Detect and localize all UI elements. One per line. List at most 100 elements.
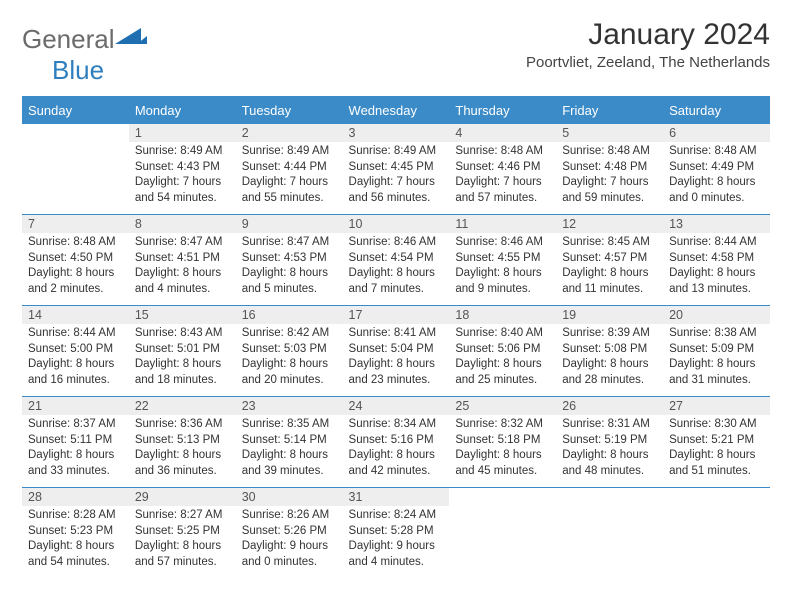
location-text: Poortvliet, Zeeland, The Netherlands [526, 54, 770, 71]
sunset-text: Sunset: 4:58 PM [669, 251, 764, 267]
daylight-text: Daylight: 8 hours and 36 minutes. [135, 448, 230, 479]
sunset-text: Sunset: 4:44 PM [242, 160, 337, 176]
day-number-cell: 8 [129, 215, 236, 234]
day-content-cell [556, 506, 663, 578]
daylight-text: Daylight: 7 hours and 57 minutes. [455, 175, 550, 206]
sunrise-text: Sunrise: 8:49 AM [135, 144, 230, 160]
day-content-cell: Sunrise: 8:32 AMSunset: 5:18 PMDaylight:… [449, 415, 556, 488]
sunset-text: Sunset: 5:21 PM [669, 433, 764, 449]
sunset-text: Sunset: 5:23 PM [28, 524, 123, 540]
day-content-row: Sunrise: 8:37 AMSunset: 5:11 PMDaylight:… [22, 415, 770, 488]
day-content-cell [449, 506, 556, 578]
day-number-row: 21222324252627 [22, 397, 770, 416]
day-number-cell: 16 [236, 306, 343, 325]
daylight-text: Daylight: 8 hours and 18 minutes. [135, 357, 230, 388]
day-number-cell: 23 [236, 397, 343, 416]
sunset-text: Sunset: 4:57 PM [562, 251, 657, 267]
day-number-cell: 22 [129, 397, 236, 416]
day-content-cell [663, 506, 770, 578]
day-content-cell: Sunrise: 8:30 AMSunset: 5:21 PMDaylight:… [663, 415, 770, 488]
page-header: General Blue January 2024 Poortvliet, Ze… [22, 18, 770, 86]
sunrise-text: Sunrise: 8:48 AM [669, 144, 764, 160]
day-content-cell: Sunrise: 8:46 AMSunset: 4:54 PMDaylight:… [343, 233, 450, 306]
day-number-cell: 15 [129, 306, 236, 325]
sunset-text: Sunset: 4:46 PM [455, 160, 550, 176]
daylight-text: Daylight: 7 hours and 59 minutes. [562, 175, 657, 206]
day-content-cell: Sunrise: 8:49 AMSunset: 4:45 PMDaylight:… [343, 142, 450, 215]
sunrise-text: Sunrise: 8:28 AM [28, 508, 123, 524]
day-content-cell: Sunrise: 8:31 AMSunset: 5:19 PMDaylight:… [556, 415, 663, 488]
daylight-text: Daylight: 8 hours and 11 minutes. [562, 266, 657, 297]
sunset-text: Sunset: 5:25 PM [135, 524, 230, 540]
daylight-text: Daylight: 8 hours and 20 minutes. [242, 357, 337, 388]
day-number-cell: 5 [556, 124, 663, 143]
day-number-cell: 2 [236, 124, 343, 143]
day-number-cell: 14 [22, 306, 129, 325]
logo-triangle-icon [115, 26, 147, 48]
daylight-text: Daylight: 8 hours and 13 minutes. [669, 266, 764, 297]
daylight-text: Daylight: 9 hours and 0 minutes. [242, 539, 337, 570]
day-number-cell: 10 [343, 215, 450, 234]
sunset-text: Sunset: 5:08 PM [562, 342, 657, 358]
logo-text: General Blue [22, 24, 147, 86]
daylight-text: Daylight: 8 hours and 28 minutes. [562, 357, 657, 388]
daylight-text: Daylight: 8 hours and 4 minutes. [135, 266, 230, 297]
daylight-text: Daylight: 7 hours and 54 minutes. [135, 175, 230, 206]
day-number-cell: 25 [449, 397, 556, 416]
sunset-text: Sunset: 5:04 PM [349, 342, 444, 358]
day-number-cell: 26 [556, 397, 663, 416]
day-content-cell: Sunrise: 8:48 AMSunset: 4:50 PMDaylight:… [22, 233, 129, 306]
day-content-cell: Sunrise: 8:45 AMSunset: 4:57 PMDaylight:… [556, 233, 663, 306]
daylight-text: Daylight: 8 hours and 57 minutes. [135, 539, 230, 570]
calendar-table: Sunday Monday Tuesday Wednesday Thursday… [22, 98, 770, 578]
day-number-cell [556, 488, 663, 507]
day-number-row: 123456 [22, 124, 770, 143]
daylight-text: Daylight: 9 hours and 4 minutes. [349, 539, 444, 570]
sunrise-text: Sunrise: 8:36 AM [135, 417, 230, 433]
sunset-text: Sunset: 4:43 PM [135, 160, 230, 176]
sunset-text: Sunset: 5:16 PM [349, 433, 444, 449]
sunset-text: Sunset: 5:01 PM [135, 342, 230, 358]
sunrise-text: Sunrise: 8:47 AM [135, 235, 230, 251]
daylight-text: Daylight: 8 hours and 45 minutes. [455, 448, 550, 479]
day-number-cell [449, 488, 556, 507]
day-number-cell: 11 [449, 215, 556, 234]
calendar-body: 123456Sunrise: 8:49 AMSunset: 4:43 PMDay… [22, 124, 770, 579]
sunrise-text: Sunrise: 8:46 AM [455, 235, 550, 251]
daylight-text: Daylight: 8 hours and 42 minutes. [349, 448, 444, 479]
day-content-cell: Sunrise: 8:28 AMSunset: 5:23 PMDaylight:… [22, 506, 129, 578]
weekday-header: Tuesday [236, 98, 343, 124]
sunrise-text: Sunrise: 8:45 AM [562, 235, 657, 251]
day-content-cell: Sunrise: 8:44 AMSunset: 4:58 PMDaylight:… [663, 233, 770, 306]
day-content-cell: Sunrise: 8:49 AMSunset: 4:43 PMDaylight:… [129, 142, 236, 215]
sunset-text: Sunset: 5:19 PM [562, 433, 657, 449]
sunrise-text: Sunrise: 8:48 AM [455, 144, 550, 160]
weekday-header: Wednesday [343, 98, 450, 124]
day-number-cell: 24 [343, 397, 450, 416]
weekday-header: Friday [556, 98, 663, 124]
day-content-row: Sunrise: 8:48 AMSunset: 4:50 PMDaylight:… [22, 233, 770, 306]
sunrise-text: Sunrise: 8:48 AM [562, 144, 657, 160]
day-number-cell: 6 [663, 124, 770, 143]
sunrise-text: Sunrise: 8:41 AM [349, 326, 444, 342]
day-content-cell: Sunrise: 8:37 AMSunset: 5:11 PMDaylight:… [22, 415, 129, 488]
sunrise-text: Sunrise: 8:42 AM [242, 326, 337, 342]
sunrise-text: Sunrise: 8:40 AM [455, 326, 550, 342]
day-content-cell: Sunrise: 8:48 AMSunset: 4:48 PMDaylight:… [556, 142, 663, 215]
day-number-row: 78910111213 [22, 215, 770, 234]
title-block: January 2024 Poortvliet, Zeeland, The Ne… [526, 18, 770, 71]
sunset-text: Sunset: 5:26 PM [242, 524, 337, 540]
day-number-cell: 3 [343, 124, 450, 143]
day-number-cell: 4 [449, 124, 556, 143]
sunrise-text: Sunrise: 8:31 AM [562, 417, 657, 433]
daylight-text: Daylight: 8 hours and 39 minutes. [242, 448, 337, 479]
day-content-row: Sunrise: 8:28 AMSunset: 5:23 PM Daylight:… [22, 506, 770, 578]
day-number-cell: 30 [236, 488, 343, 507]
sunrise-text: Sunrise: 8:43 AM [135, 326, 230, 342]
sunset-text: Sunset: 4:54 PM [349, 251, 444, 267]
day-number-cell: 17 [343, 306, 450, 325]
sunrise-text: Sunrise: 8:44 AM [669, 235, 764, 251]
day-number-row: 28293031 [22, 488, 770, 507]
day-number-cell: 1 [129, 124, 236, 143]
day-content-cell: Sunrise: 8:35 AMSunset: 5:14 PMDaylight:… [236, 415, 343, 488]
